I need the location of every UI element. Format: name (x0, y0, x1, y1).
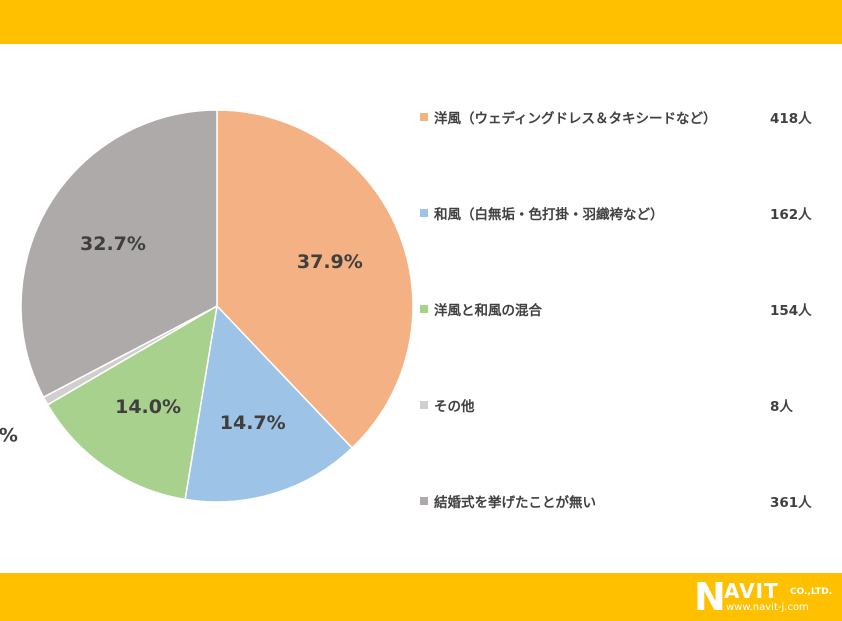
legend-item-0: 洋風（ウェディングドレス＆タキシードなど） 418人 (420, 103, 820, 133)
legend-count-2: 154人 (770, 303, 812, 319)
legend-count-0: 418人 (770, 111, 812, 127)
pie-slice-2 (46, 304, 218, 501)
pie-slice-label-1: 14.7% (220, 412, 286, 434)
legend-label-3: その他 (434, 399, 475, 415)
pie-slice-label-0: 37.9% (297, 251, 363, 273)
legend-item-3: その他 8人 (420, 391, 820, 421)
bottom-banner (0, 573, 842, 621)
pie-slice-4 (20, 109, 218, 399)
logo-initial: N (694, 575, 726, 619)
legend-label-2: 洋風と和風の混合 (434, 303, 542, 319)
legend-item-1: 和風（白無垢・色打掛・羽織袴など） 162人 (420, 199, 820, 229)
legend-count-3: 8人 (770, 399, 793, 415)
legend-count-4: 361人 (770, 495, 812, 511)
legend-swatch-0 (420, 113, 428, 121)
pie-slice-1 (184, 304, 354, 503)
legend-item-2: 洋風と和風の混合 154人 (420, 295, 820, 325)
logo-url: www.navit-j.com (726, 602, 809, 613)
logo-word: AVIT (724, 579, 779, 603)
legend-swatch-3 (420, 401, 428, 409)
legend-label-0: 洋風（ウェディングドレス＆タキシードなど） (434, 111, 717, 127)
legend-swatch-1 (420, 209, 428, 217)
logo-suffix: CO.,LTD. (790, 587, 833, 597)
legend-swatch-2 (420, 305, 428, 313)
legend-label-1: 和風（白無垢・色打掛・羽織袴など） (434, 207, 664, 223)
pie-slice-label-3: 0.7% (0, 424, 18, 446)
navit-logo: N AVIT CO.,LTD. www.navit-j.com (694, 575, 836, 619)
legend-label-4: 結婚式を挙げたことが無い (434, 495, 596, 511)
legend-swatch-4 (420, 497, 428, 505)
top-banner (0, 0, 842, 44)
pie-chart: 37.9% 14.7% 14.0% 0.7% 32.7% (0, 109, 414, 503)
legend-item-4: 結婚式を挙げたことが無い 361人 (420, 487, 820, 517)
pie-slice-0 (216, 109, 414, 450)
pie-slice-label-2: 14.0% (115, 396, 181, 418)
legend-count-1: 162人 (770, 207, 812, 223)
pie-slice-label-4: 32.7% (80, 233, 146, 255)
